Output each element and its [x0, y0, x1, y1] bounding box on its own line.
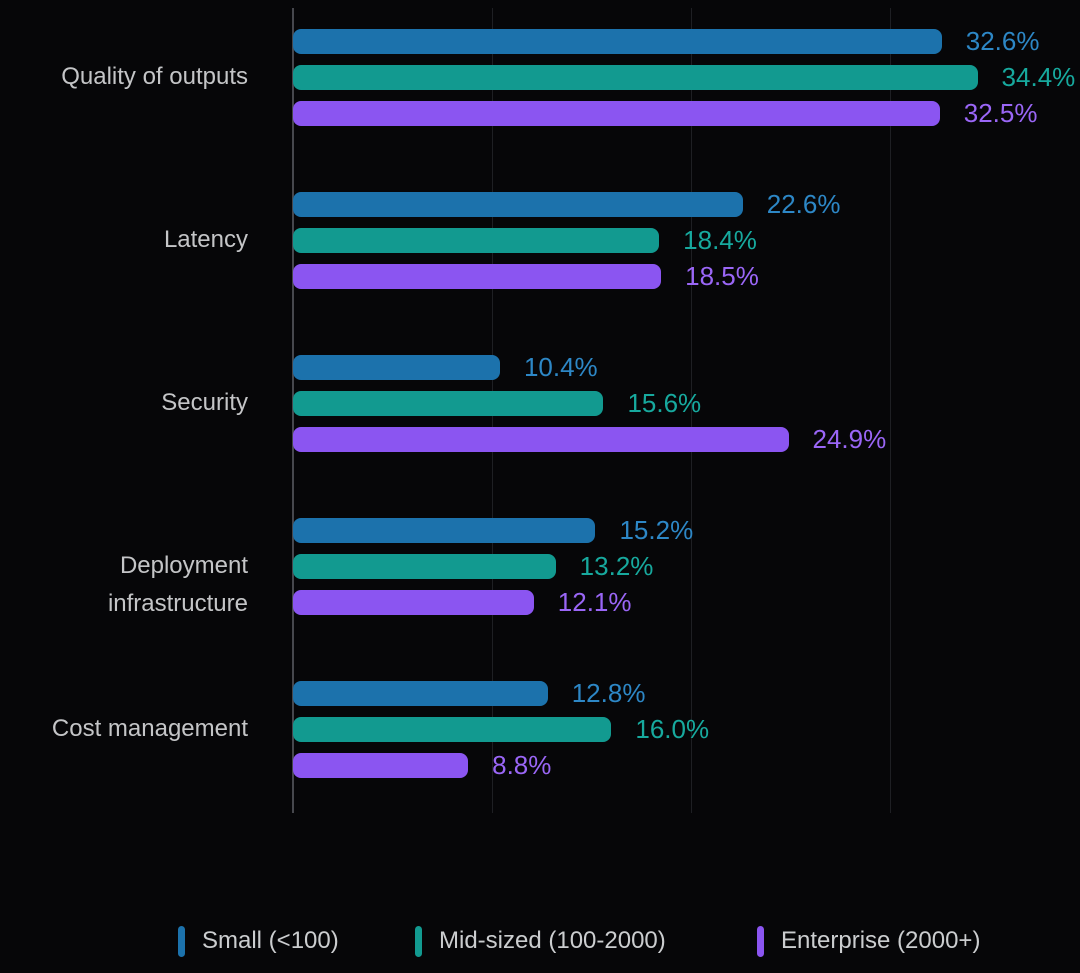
bar-value-label: 32.6%	[965, 26, 1040, 56]
bar-value-label: 22.6%	[766, 189, 841, 219]
legend-item: Small (<100)	[178, 924, 339, 958]
legend-marker-icon	[178, 925, 185, 957]
category-label: Quality of outputs	[61, 63, 248, 90]
bar	[293, 227, 660, 253]
bar-value-label: 15.6%	[627, 388, 702, 418]
bar-value-label: 13.2%	[579, 551, 654, 581]
bar	[293, 390, 604, 416]
bar-value-label: 32.5%	[963, 98, 1038, 128]
category-label: Deployment infrastructure	[107, 552, 248, 617]
category-label: Latency	[163, 226, 248, 253]
chart-legend: Small (<100) Mid-sized (100-2000) Enterpri…	[0, 924, 1080, 958]
bar	[293, 517, 596, 543]
bar-value-label: 18.5%	[685, 261, 759, 291]
bar	[293, 64, 978, 90]
bar-value-label: 34.4%	[1001, 62, 1076, 92]
bar-value-label: 12.1%	[557, 587, 632, 617]
bar	[293, 191, 743, 217]
gridline-30	[890, 8, 891, 813]
legend-marker-icon	[757, 925, 764, 957]
bar	[293, 752, 469, 778]
legend-label: Small (<100)	[202, 927, 339, 954]
legend-item: Mid-sized (100-2000)	[415, 924, 666, 958]
gridline-20	[691, 8, 692, 813]
bar	[293, 263, 662, 289]
bar-value-label: 24.9%	[812, 424, 887, 454]
bar	[293, 716, 612, 742]
category-label: Cost management	[51, 715, 248, 742]
bar-value-label: 10.4%	[523, 352, 598, 382]
bar	[293, 426, 789, 452]
category-label: Security	[161, 389, 248, 416]
bar	[293, 100, 940, 126]
bar-value-label: 16.0%	[635, 714, 710, 744]
bar	[293, 680, 548, 706]
bar	[293, 28, 942, 54]
legend-marker-icon	[415, 925, 422, 957]
bar-value-label: 18.4%	[683, 225, 757, 255]
legend-item: Enterprise (2000+)	[757, 924, 980, 958]
bar-value-label: 12.8%	[571, 678, 646, 708]
bar	[293, 553, 556, 579]
bar-value-label: 8.8%	[492, 750, 552, 780]
bar	[293, 589, 534, 615]
bar	[293, 354, 500, 380]
legend-label: Mid-sized (100-2000)	[439, 927, 666, 954]
legend-label: Enterprise (2000+)	[781, 927, 981, 954]
bar-value-label: 15.2%	[619, 515, 694, 545]
